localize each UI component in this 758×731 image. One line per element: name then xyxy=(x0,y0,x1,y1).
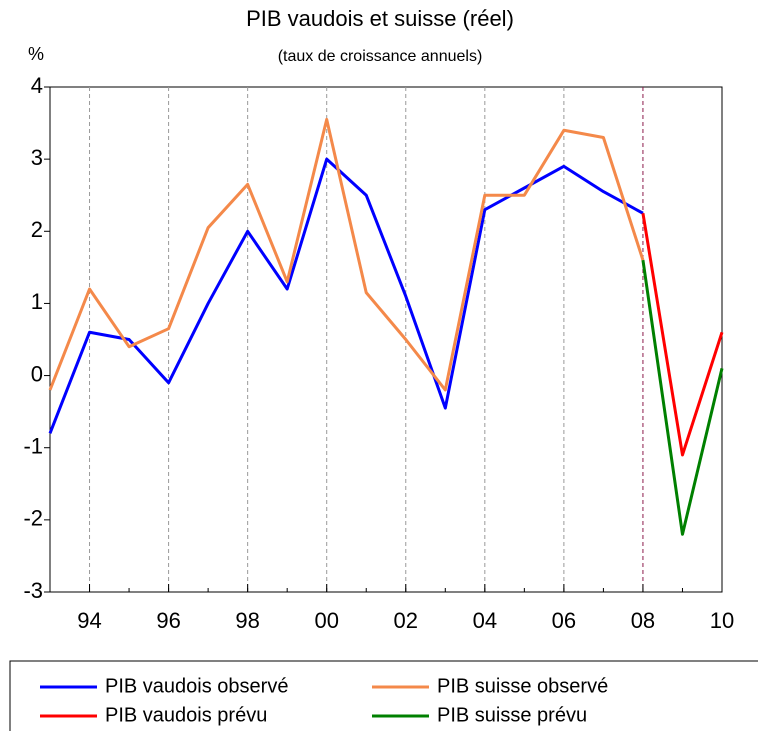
x-tick-label: 10 xyxy=(710,608,734,633)
y-tick-label: 1 xyxy=(31,289,43,314)
x-tick-label: 00 xyxy=(314,608,338,633)
x-tick-label: 08 xyxy=(631,608,655,633)
series-line xyxy=(641,259,724,536)
y-tick-label: -2 xyxy=(23,506,43,531)
y-tick-label: 0 xyxy=(31,361,43,386)
series-line xyxy=(48,117,645,392)
x-tick-label: 04 xyxy=(473,608,497,633)
legend-label: PIB suisse prévu xyxy=(437,704,587,726)
y-tick-label: 3 xyxy=(31,145,43,170)
x-tick-label: 98 xyxy=(235,608,259,633)
series-line xyxy=(48,157,644,434)
x-tick-label: 06 xyxy=(552,608,576,633)
y-tick-label: 2 xyxy=(31,217,43,242)
chart-title: PIB vaudois et suisse (réel) xyxy=(246,6,514,31)
chart-subtitle: (taux de croissance annuels) xyxy=(278,48,483,65)
legend-label: PIB vaudois prévu xyxy=(105,704,267,726)
legend-label: PIB vaudois observé xyxy=(105,675,288,697)
y-tick-label: -1 xyxy=(23,434,43,459)
plot-frame xyxy=(49,86,723,593)
y-tick-label: 4 xyxy=(31,73,43,98)
legend-label: PIB suisse observé xyxy=(437,675,608,697)
y-axis-label: % xyxy=(28,44,44,64)
legend-box xyxy=(9,660,758,731)
x-tick-label: 94 xyxy=(77,608,101,633)
series-line xyxy=(641,213,724,457)
y-tick-label: -3 xyxy=(23,578,43,603)
x-tick-label: 02 xyxy=(394,608,418,633)
x-tick-label: 96 xyxy=(156,608,180,633)
